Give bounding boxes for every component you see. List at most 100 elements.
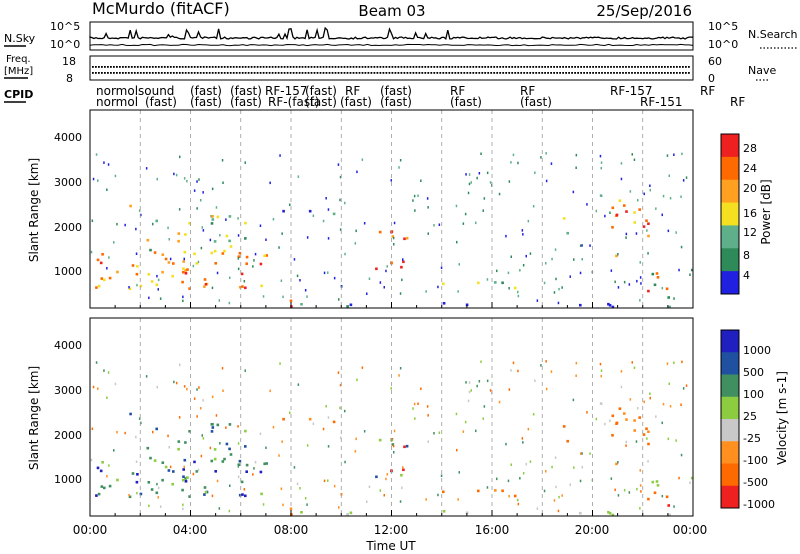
freq-marker (187, 66, 190, 68)
power-cell (617, 253, 619, 256)
freq-marker (622, 66, 624, 68)
power-cell (610, 269, 613, 272)
power-cbar-tick-16: 16 (743, 207, 757, 220)
velocity-cell (402, 466, 404, 469)
velocity-cell (609, 419, 611, 422)
freq-marker (340, 66, 343, 68)
freq-marker (355, 66, 358, 68)
freq-marker (631, 66, 633, 68)
nave-marker (490, 72, 493, 74)
velocity-cell (327, 445, 330, 448)
velocity-cell (555, 485, 557, 489)
power-cell (595, 209, 598, 213)
power-cell (355, 229, 357, 233)
velocity-cell (279, 362, 281, 365)
velocity-ytick-4000: 4000 (54, 339, 82, 352)
power-cell (668, 305, 671, 309)
power-cell (379, 281, 382, 284)
velocity-cell (306, 503, 308, 506)
velocity-cell (633, 429, 636, 432)
freq-marker (403, 66, 406, 68)
nave-marker (616, 72, 618, 74)
power-cell (200, 246, 203, 250)
velocity-cell (669, 405, 672, 408)
freq-marker (679, 66, 681, 68)
freq-marker (541, 66, 544, 68)
power-cell (456, 240, 458, 244)
vel-cbar-tick-25: 25 (743, 410, 757, 423)
power-cell (651, 272, 655, 276)
nave-marker (184, 72, 187, 74)
power-cell (186, 179, 188, 183)
power-cell (339, 198, 341, 202)
power-cell (604, 214, 606, 218)
velocity-cell (131, 472, 135, 475)
nave-marker (682, 72, 684, 74)
nave-marker (463, 72, 466, 74)
power-cell (575, 153, 578, 157)
freq-marker (490, 66, 493, 68)
velocity-cell (150, 488, 154, 491)
nave-marker (253, 72, 256, 74)
power-cell (534, 171, 536, 174)
nave-marker (481, 72, 484, 74)
nave-marker (223, 72, 226, 74)
velocity-cell (221, 460, 225, 463)
velocity-cell (156, 385, 158, 389)
freq-marker (166, 66, 169, 68)
nave-marker (343, 72, 346, 74)
velocity-cell (243, 488, 246, 491)
velocity-cell (222, 389, 224, 392)
power-cell (569, 275, 571, 278)
freq-marker (451, 66, 454, 68)
velocity-cell (203, 493, 206, 496)
velocity-cell (289, 507, 293, 511)
nave-marker (391, 72, 394, 74)
velocity-cell (201, 434, 203, 437)
power-cell (611, 206, 615, 210)
freq-marker (358, 66, 361, 68)
velocity-cell (260, 492, 263, 496)
power-ytick-1000: 1000 (54, 265, 82, 278)
power-cell (263, 254, 266, 258)
power-cell (625, 232, 628, 236)
velocity-cell (228, 447, 231, 451)
power-cell (173, 172, 175, 176)
freq-marker (214, 66, 217, 68)
freq-marker (205, 66, 208, 68)
velocity-cell (244, 494, 247, 498)
nave-marker (538, 72, 541, 74)
nave-marker (349, 72, 352, 74)
power-cell (508, 180, 511, 183)
nave-marker (637, 72, 639, 74)
freq-marker (208, 66, 211, 68)
nave-marker (175, 72, 178, 74)
velocity-cell (689, 481, 691, 484)
freq-marker (244, 66, 247, 68)
freq-marker (481, 66, 484, 68)
power-cell (299, 279, 301, 282)
nave-marker (232, 72, 235, 74)
nave-marker (145, 72, 148, 74)
velocity-cell (196, 415, 198, 418)
velocity-cell (148, 504, 150, 508)
power-cell (618, 199, 622, 202)
freq-marker (550, 66, 552, 68)
cpid-label-top: RF (520, 84, 535, 98)
power-cell (669, 197, 672, 200)
power-cell (361, 158, 364, 161)
velocity-cell (655, 415, 657, 418)
power-cell (390, 179, 392, 182)
freq-marker (307, 66, 310, 68)
freq-marker (250, 66, 253, 68)
power-cell (107, 163, 110, 166)
power-cell (561, 286, 563, 289)
cpid-label-top: (fast) (380, 84, 412, 98)
power-cell (465, 173, 467, 176)
velocity-cell (383, 494, 385, 497)
power-colorbar-swatch (721, 156, 739, 181)
velocity-colorbar-swatch (721, 441, 739, 464)
power-cell (540, 156, 542, 159)
vel-cbar-tick-1000: 1000 (743, 344, 771, 357)
velocity-cell (344, 409, 346, 413)
